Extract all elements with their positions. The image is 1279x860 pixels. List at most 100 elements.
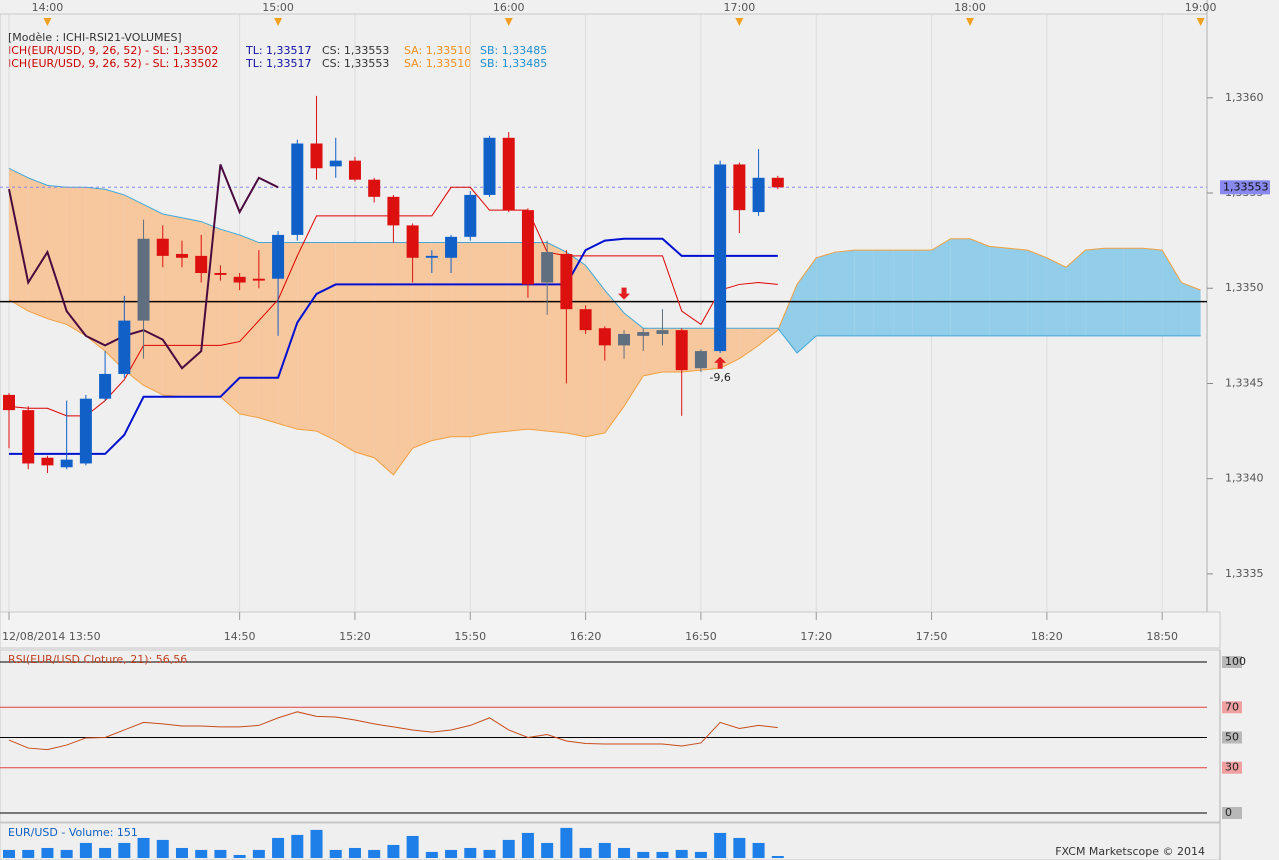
top-tick (504, 18, 513, 26)
cloud (297, 242, 317, 432)
volume-bar (195, 849, 208, 858)
top-tick-label: 18:00 (954, 1, 986, 14)
top-tick-label: 14:00 (32, 1, 64, 14)
candle-body (694, 351, 707, 369)
volume-bar (60, 849, 73, 858)
candle-body (387, 196, 400, 226)
cloud (816, 252, 836, 336)
cloud (85, 187, 106, 352)
y-tick-label: 1,3335 (1225, 567, 1264, 580)
candle-body (156, 238, 169, 256)
x-tick-label: 15:50 (454, 630, 486, 643)
volume-bar (445, 849, 458, 858)
cloud (527, 242, 548, 432)
candle-body (3, 394, 15, 411)
candle-body (714, 164, 727, 352)
candle-body (483, 137, 496, 195)
cloud (950, 238, 970, 336)
cloud (1104, 248, 1124, 336)
volume-bar (214, 849, 227, 858)
y-tick-label: 1,3340 (1225, 472, 1264, 485)
candle-body (445, 236, 458, 258)
y-tick-label: 1,3345 (1225, 376, 1264, 389)
candle-body (310, 143, 323, 169)
signal-arrow (618, 287, 631, 300)
cloud (797, 257, 817, 353)
candle-body (579, 309, 592, 331)
volume-bar (771, 856, 784, 858)
cloud (643, 328, 663, 376)
cloud (354, 242, 375, 458)
x-tick-label: 18:50 (1146, 630, 1178, 643)
cloud (912, 250, 932, 336)
candle-body (60, 459, 73, 468)
cloud (931, 238, 951, 336)
volume-bar (579, 847, 592, 858)
candle-body (368, 179, 381, 197)
cloud (1162, 250, 1182, 336)
cloud (873, 250, 894, 336)
cloud (470, 242, 490, 437)
cloud (451, 242, 471, 437)
cloud (316, 242, 336, 441)
rsi-tick-box (1222, 731, 1242, 744)
rsi-title: RSI(EUR/USD.Cloture, 21): 56,56 (8, 653, 187, 666)
x-tick-label: 16:20 (570, 630, 602, 643)
candle-body (137, 238, 150, 321)
x-tick-label: 17:50 (916, 630, 948, 643)
legend-entry: CS: 1,33553 (322, 44, 389, 57)
top-tick (274, 18, 283, 26)
volume-bar (464, 847, 477, 858)
cloud (585, 265, 605, 437)
candle-body (771, 177, 784, 188)
volume-bar (329, 849, 342, 858)
time-strip (0, 611, 1221, 649)
volume-bar (22, 849, 35, 858)
x-tick-label: 17:20 (800, 630, 832, 643)
candle-body (329, 160, 342, 167)
cloud (1066, 250, 1086, 336)
volume-bar (368, 849, 381, 858)
volume-title: EUR/USD - Volume: 151 (8, 826, 138, 839)
legend-entry: SA: 1,33510 (404, 44, 471, 57)
volume-bar (637, 851, 650, 858)
candle-body (79, 398, 92, 464)
candle-body (214, 273, 227, 275)
candle-body (618, 333, 631, 346)
volume-bar (541, 842, 554, 858)
cloud (431, 242, 452, 441)
candle-body (233, 276, 246, 283)
y-tick-label: 1,3350 (1225, 281, 1264, 294)
legend-entry: CS: 1,33553 (322, 57, 389, 70)
legend-entry: TL: 1,33517 (245, 57, 312, 70)
cloud (162, 213, 182, 397)
rsi-line (8, 711, 778, 751)
indicator-line (9, 237, 778, 455)
candle-body (348, 160, 361, 180)
x-tick-label: 14:50 (224, 630, 256, 643)
candle-body (637, 332, 650, 336)
volume-bar (348, 847, 361, 858)
volume-bar (310, 829, 323, 858)
legend-entry: SA: 1,33510 (404, 57, 471, 70)
x-tick-label: 16:50 (685, 630, 717, 643)
rsi-tick-box (1222, 761, 1242, 774)
cloud (854, 250, 874, 336)
candle-body (272, 234, 285, 279)
legend-entry: SB: 1,33485 (480, 44, 547, 57)
top-tick (735, 18, 744, 26)
cloud (47, 185, 67, 325)
top-tick-label: 15:00 (262, 1, 294, 14)
cloud (1027, 250, 1047, 336)
top-tick (1196, 18, 1205, 26)
candle-body (733, 164, 746, 211)
candle-body (291, 143, 304, 235)
legend-entry: SB: 1,33485 (480, 57, 547, 70)
legend-entry: ICH(EUR/USD, 9, 26, 52) - SL: 1,33502 (8, 44, 218, 57)
volume-bar (656, 851, 669, 858)
cloud (239, 234, 259, 418)
candle-body (560, 253, 573, 310)
candle-body (675, 330, 688, 371)
candle-body (22, 410, 35, 464)
